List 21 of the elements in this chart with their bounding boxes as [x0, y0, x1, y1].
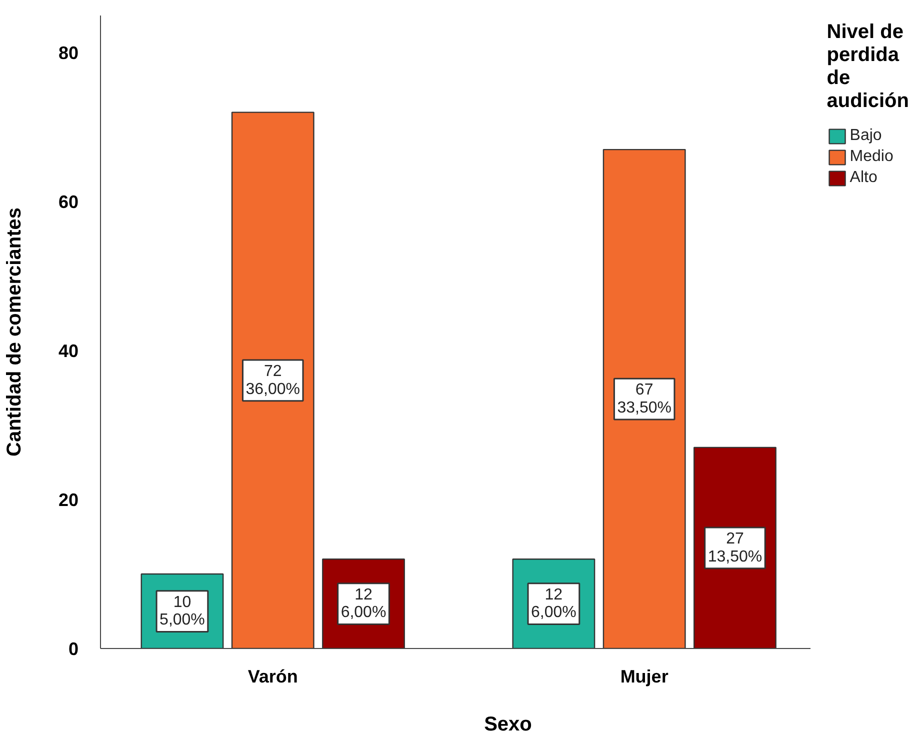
x-axis-title: Sexo — [484, 714, 532, 736]
y-tick-label: 0 — [68, 639, 79, 659]
data-label: 12 6,00% — [531, 586, 576, 622]
bar — [231, 112, 314, 648]
legend-label: Medio — [850, 148, 894, 166]
x-tick-label: Mujer — [620, 666, 668, 686]
legend-title: Nivel de perdida de audición — [826, 21, 909, 113]
y-axis-title: Cantidad de comerciantes — [3, 208, 26, 456]
data-label: 12 6,00% — [340, 586, 386, 622]
y-tick-label: 60 — [58, 192, 79, 212]
data-label: 27 13,50% — [708, 530, 762, 566]
y-tick-label: 20 — [58, 490, 79, 510]
y-tick-label: 80 — [58, 43, 79, 64]
legend-label: Alto — [850, 169, 878, 187]
x-tick-label: Varón — [248, 666, 298, 686]
y-tick-label: 40 — [58, 341, 79, 362]
bar — [602, 148, 686, 648]
data-label: 72 36,00% — [246, 362, 300, 398]
data-label: 10 5,00% — [160, 594, 205, 629]
data-label: 67 33,50% — [617, 382, 672, 416]
legend-label: Bajo — [850, 127, 882, 145]
